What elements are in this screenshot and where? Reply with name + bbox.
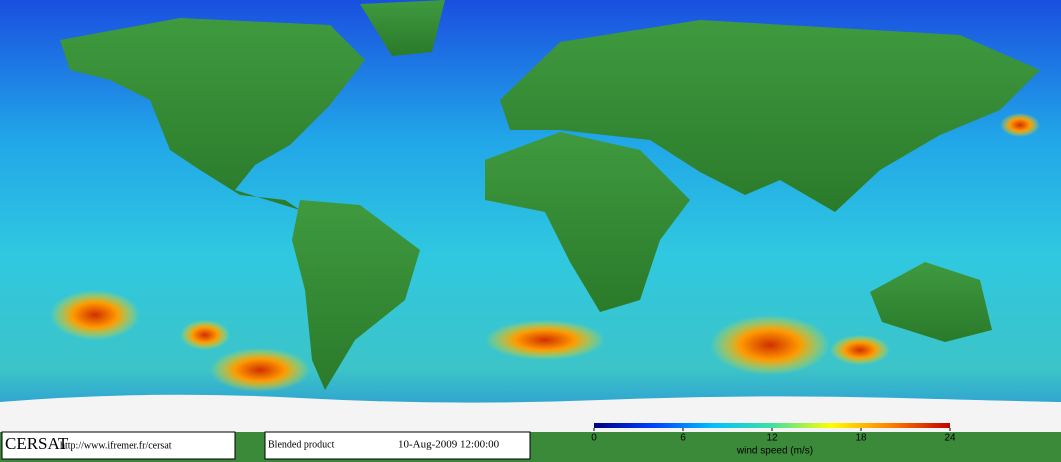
colorbar-label: wind speed (m/s) <box>736 446 813 457</box>
product-box <box>264 431 531 460</box>
antarctica <box>0 394 1061 432</box>
url: http://www.ifremer.fr/cersat <box>60 440 172 451</box>
high-wind-areas <box>50 113 1040 392</box>
logo: CERSAT <box>5 434 69 453</box>
colorbar-ticks: 0 6 12 18 24 <box>591 428 956 444</box>
colorbar-tick-label: 24 <box>944 433 956 444</box>
date: 10-Aug-2009 12:00:00 <box>398 439 500 451</box>
colorbar-tick-label: 12 <box>766 433 778 444</box>
logo-box <box>1 431 236 460</box>
continents <box>60 0 1040 390</box>
product: Blended product <box>268 439 335 450</box>
colorbar-tick-label: 18 <box>855 433 867 444</box>
colorbar-tick-label: 6 <box>680 433 686 444</box>
colorbar-tick-label: 0 <box>591 433 597 444</box>
colorbar <box>594 423 950 428</box>
